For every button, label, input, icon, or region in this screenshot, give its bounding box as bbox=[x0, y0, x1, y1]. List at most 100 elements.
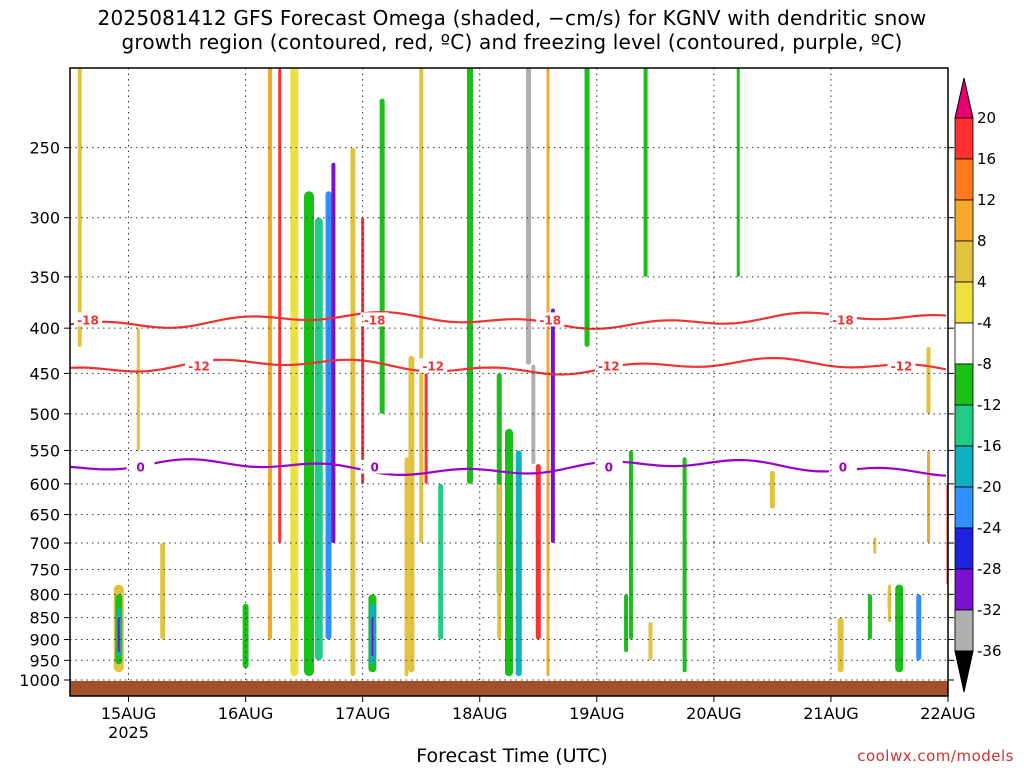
x-tick-label: 22AUG bbox=[920, 704, 975, 723]
colorbar-swatch bbox=[954, 322, 974, 365]
colorbar-swatch bbox=[954, 404, 974, 447]
colorbar-swatch bbox=[954, 363, 974, 406]
x-tick-label: 16AUG bbox=[218, 704, 273, 723]
omega-cell bbox=[466, 68, 473, 484]
contour-label-bg bbox=[887, 358, 916, 373]
contour-line bbox=[69, 310, 947, 330]
contour-label: 0 bbox=[839, 461, 847, 475]
contour-label: -18 bbox=[77, 313, 99, 327]
colorbar-swatch bbox=[954, 527, 974, 570]
y-tick-label: 800 bbox=[29, 585, 60, 604]
x-tick-label: 21AUG bbox=[803, 704, 858, 723]
contour-label: 0 bbox=[605, 461, 613, 475]
omega-cell bbox=[682, 457, 687, 673]
contour-label: -18 bbox=[539, 313, 561, 327]
omega-cell bbox=[628, 450, 633, 640]
colorbar-swatch bbox=[954, 568, 974, 611]
x-tick-year: 2025 bbox=[108, 723, 149, 742]
colorbar-tick-label: 4 bbox=[977, 273, 987, 291]
colorbar-swatch bbox=[954, 240, 974, 283]
omega-cell bbox=[160, 543, 166, 640]
colorbar-tick-label: 8 bbox=[977, 232, 987, 250]
omega-cell bbox=[895, 584, 904, 673]
colorbar-tick-label: -28 bbox=[977, 560, 1002, 578]
omega-cell bbox=[505, 428, 513, 677]
contour-label-bg bbox=[126, 459, 155, 474]
contour-label-bg bbox=[419, 358, 448, 373]
chart-title: 2025081412 GFS Forecast Omega (shaded, −… bbox=[0, 6, 1024, 54]
contour-label: -12 bbox=[891, 359, 913, 373]
colorbar-tick-label: 20 bbox=[977, 109, 996, 127]
omega-cell bbox=[497, 483, 502, 640]
y-tick-label: 1000 bbox=[19, 671, 60, 690]
omega-cell bbox=[550, 308, 555, 544]
y-tick-label: 750 bbox=[29, 561, 60, 580]
omega-cell bbox=[867, 594, 872, 640]
omega-cell bbox=[404, 457, 409, 677]
colorbar-tick-label: -20 bbox=[977, 478, 1002, 496]
colorbar-swatch bbox=[954, 199, 974, 242]
colorbar-top-arrow bbox=[954, 77, 974, 119]
omega-cell bbox=[304, 191, 315, 677]
x-tick-label: 18AUG bbox=[452, 704, 507, 723]
y-tick-label: 950 bbox=[29, 651, 60, 670]
contour-label: -18 bbox=[832, 313, 854, 327]
colorbar-swatch bbox=[954, 486, 974, 529]
contour-label-bg bbox=[74, 312, 102, 327]
title-line-1: 2025081412 GFS Forecast Omega (shaded, −… bbox=[97, 6, 927, 30]
omega-cell bbox=[350, 147, 356, 677]
colorbar-tick-label: -8 bbox=[977, 355, 992, 373]
terrain-band bbox=[70, 681, 948, 696]
omega-cell bbox=[531, 364, 536, 465]
omega-cell bbox=[278, 68, 282, 544]
x-tick-label: 15AUG bbox=[101, 704, 156, 723]
x-tick-label: 17AUG bbox=[335, 704, 390, 723]
y-tick-label: 250 bbox=[29, 139, 60, 158]
contour-line bbox=[69, 356, 947, 376]
omega-cell bbox=[361, 217, 365, 484]
omega-cell bbox=[438, 483, 444, 640]
contour-lines: -18 -18 -18 -18 -12 -12 -12 -12 0 0 0 0 bbox=[69, 310, 947, 477]
omega-cell bbox=[267, 68, 272, 640]
omega-shading bbox=[77, 68, 948, 677]
omega-cell bbox=[535, 464, 541, 640]
contour-label-bg bbox=[360, 459, 389, 474]
colorbar-swatch bbox=[954, 445, 974, 488]
omega-cell bbox=[887, 584, 891, 623]
y-tick-label: 500 bbox=[29, 405, 60, 424]
colorbar-swatch bbox=[954, 609, 974, 652]
omega-cell bbox=[371, 617, 374, 657]
omega-cell bbox=[736, 68, 740, 277]
colorbar-tick-label: -4 bbox=[977, 314, 992, 332]
colorbar-tick-label: -12 bbox=[977, 396, 1002, 414]
omega-cell bbox=[648, 622, 653, 661]
y-tick-label: 600 bbox=[29, 475, 60, 494]
omega-cell bbox=[873, 537, 877, 554]
plot-frame bbox=[69, 67, 949, 697]
omega-cell bbox=[117, 617, 120, 653]
omega-cell bbox=[837, 617, 844, 673]
contour-label: -12 bbox=[598, 359, 620, 373]
y-tick-label: 350 bbox=[29, 268, 60, 287]
colorbar-swatch bbox=[954, 158, 974, 201]
omega-cell bbox=[916, 594, 922, 661]
omega-cell bbox=[379, 98, 385, 414]
omega-cell bbox=[325, 191, 332, 640]
colorbar: 20 16 12 8 4 -4 -8 -12 -16 -20 -24 -28 -32 -36 bbox=[954, 77, 1002, 693]
y-tick-label: 650 bbox=[29, 506, 60, 525]
y-tick-label: 700 bbox=[29, 534, 60, 553]
omega-cell bbox=[546, 68, 550, 677]
omega-cell bbox=[290, 68, 299, 677]
omega-cell bbox=[77, 68, 82, 347]
omega-cell bbox=[926, 346, 931, 414]
y-tick-label: 450 bbox=[29, 364, 60, 383]
omega-cell bbox=[408, 355, 415, 673]
colorbar-tick-label: -36 bbox=[977, 642, 1002, 660]
omega-cell bbox=[515, 450, 522, 677]
omega-cell bbox=[242, 603, 249, 669]
credit-link[interactable]: coolwx.com/models bbox=[857, 747, 1014, 765]
omega-cell bbox=[926, 450, 930, 544]
y-tick-label: 400 bbox=[29, 319, 60, 338]
omega-cell bbox=[136, 328, 140, 451]
